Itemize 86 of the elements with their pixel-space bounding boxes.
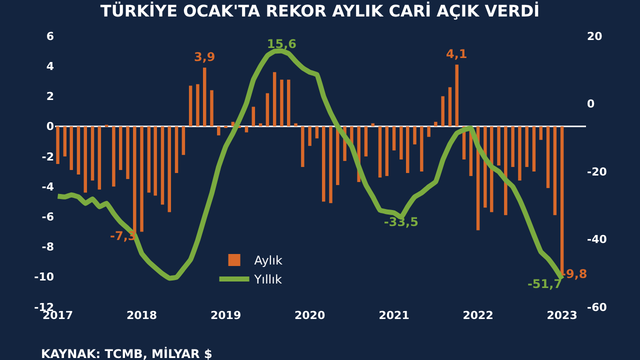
bar bbox=[258, 123, 262, 126]
bar bbox=[272, 72, 276, 126]
data-label: 15,6 bbox=[266, 36, 297, 51]
x-tick-label: 2018 bbox=[126, 309, 158, 322]
data-label: 4,1 bbox=[446, 47, 468, 61]
bar bbox=[210, 90, 214, 126]
data-label: -51,7 bbox=[527, 276, 562, 291]
bar bbox=[539, 126, 542, 140]
bar bbox=[455, 64, 458, 126]
bar bbox=[287, 80, 290, 126]
y-tick-label: -4 bbox=[42, 180, 54, 194]
y2-tick-label: -60 bbox=[587, 300, 608, 314]
text: KAYNAK: TCMB, MİLYAR $ bbox=[41, 346, 212, 360]
bar bbox=[294, 123, 298, 126]
bar bbox=[203, 68, 206, 126]
bar bbox=[112, 126, 116, 187]
bar bbox=[188, 86, 192, 126]
bar bbox=[301, 126, 304, 167]
bar bbox=[371, 123, 374, 126]
bar bbox=[63, 126, 67, 156]
y2-tick-label: 0 bbox=[587, 98, 595, 111]
x-tick-label: 2023 bbox=[546, 309, 578, 322]
bar bbox=[196, 84, 200, 126]
data-label: 3,9 bbox=[194, 50, 216, 64]
x-tick-label: 2020 bbox=[294, 309, 326, 322]
bar bbox=[532, 126, 536, 172]
bar bbox=[434, 122, 438, 126]
bar bbox=[56, 126, 60, 164]
bar bbox=[400, 126, 403, 160]
y-tick-label: -6 bbox=[42, 210, 54, 224]
bar bbox=[90, 126, 94, 181]
bar bbox=[378, 126, 382, 178]
bar bbox=[518, 126, 522, 181]
bar bbox=[98, 126, 102, 190]
y-tick-label: -8 bbox=[42, 240, 54, 254]
bar bbox=[154, 126, 157, 196]
legend-label: Aylık bbox=[254, 254, 282, 268]
bar bbox=[546, 126, 550, 188]
bar bbox=[126, 126, 130, 180]
bar bbox=[182, 126, 186, 155]
y-tick-label: -2 bbox=[42, 150, 54, 164]
y2-tick-label: -40 bbox=[587, 233, 608, 246]
bar bbox=[147, 126, 151, 193]
bar bbox=[315, 126, 319, 138]
chart-title: TÜRKİYE OCAK'TA REKOR AYLIK CARİ AÇIK VERDİ bbox=[100, 2, 540, 21]
x-tick-label: 2021 bbox=[378, 309, 410, 322]
y-tick-label: 0 bbox=[46, 120, 54, 134]
y-tick-label: -10 bbox=[34, 270, 54, 284]
bar bbox=[427, 126, 430, 137]
y-tick-label: 4 bbox=[46, 60, 54, 73]
x-tick-label: 2022 bbox=[462, 309, 494, 322]
legend-label: Yıllık bbox=[253, 272, 282, 287]
bar bbox=[168, 126, 172, 212]
bar bbox=[406, 126, 410, 174]
bar bbox=[504, 126, 508, 216]
bar bbox=[308, 126, 312, 146]
bar bbox=[420, 126, 424, 172]
bar bbox=[280, 80, 284, 126]
bar bbox=[217, 126, 220, 136]
y-tick-label: 6 bbox=[46, 30, 54, 43]
bar bbox=[266, 93, 270, 126]
bar bbox=[385, 126, 389, 176]
bar bbox=[140, 126, 144, 232]
bar bbox=[160, 126, 164, 205]
bar bbox=[118, 126, 122, 170]
bar bbox=[252, 106, 256, 126]
bar bbox=[364, 126, 368, 156]
bar bbox=[525, 126, 528, 167]
bar bbox=[174, 126, 178, 174]
bar bbox=[553, 126, 557, 216]
bar bbox=[322, 126, 326, 202]
x-tick-label: 2019 bbox=[210, 309, 242, 322]
bar bbox=[413, 126, 416, 144]
bar bbox=[448, 87, 452, 126]
bar bbox=[70, 126, 73, 170]
bar bbox=[244, 126, 248, 132]
bar bbox=[392, 126, 396, 150]
bar bbox=[497, 126, 500, 166]
bar bbox=[511, 126, 514, 167]
bar bbox=[84, 126, 87, 193]
bar bbox=[76, 126, 80, 175]
y-tick-label: 2 bbox=[46, 90, 54, 104]
y2-tick-label: 20 bbox=[587, 30, 603, 43]
bar bbox=[441, 96, 444, 126]
bar bbox=[329, 126, 332, 204]
y2-tick-label: -20 bbox=[587, 165, 608, 178]
